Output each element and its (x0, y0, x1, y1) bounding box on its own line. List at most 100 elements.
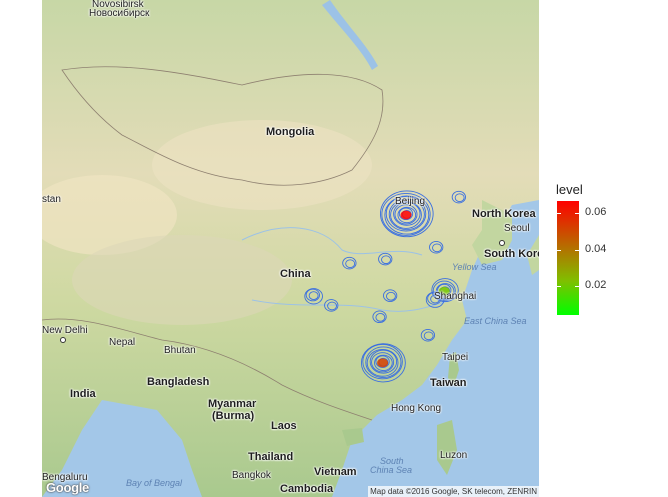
contour-ring (430, 294, 441, 304)
label-edge-stan: stan (42, 194, 61, 205)
legend-title: level (556, 182, 583, 197)
contour-ring (342, 256, 357, 270)
korea-land (472, 200, 512, 265)
tibet-plateau (72, 235, 292, 325)
label-new-delhi: New Delhi (42, 325, 88, 336)
contour-ring (360, 343, 406, 383)
label-hong-kong: Hong Kong (391, 403, 442, 414)
label-east-china-sea: East China Sea (464, 316, 527, 326)
contour-ring (398, 207, 414, 221)
density-contours (304, 190, 466, 383)
legend-label-high: 0.06 (585, 206, 607, 218)
contour-ring (393, 201, 421, 226)
yellow-river (241, 227, 423, 256)
contour-ring (431, 278, 459, 303)
contour-ring (371, 352, 395, 373)
contour-ring (394, 204, 418, 225)
map-canvas[interactable] (42, 0, 539, 497)
label-vietnam: Vietnam (314, 466, 357, 478)
contour-ring (420, 328, 436, 342)
contour-core (438, 286, 450, 296)
contour-ring (429, 240, 444, 254)
contour-ring (435, 283, 455, 300)
taiwan-land (448, 352, 459, 385)
legend-colorbar (557, 201, 579, 315)
contour-cluster-shanghai (431, 278, 459, 303)
label-south-china-sea-1: South (380, 456, 404, 466)
contour-cluster-qingdao (429, 240, 444, 254)
label-bangladesh: Bangladesh (147, 376, 210, 388)
contour-ring (451, 190, 466, 204)
land-mass (42, 0, 539, 497)
contour-core (400, 210, 412, 220)
contour-cluster-hangzhou (425, 291, 445, 308)
label-cambodia: Cambodia (280, 483, 334, 495)
contour-ring (390, 201, 422, 229)
contour-ring (397, 206, 417, 224)
hainan-land (342, 428, 364, 446)
contour-ring (324, 299, 339, 312)
contour-cluster-zhengzhou (378, 252, 393, 266)
contour-ring (423, 331, 434, 341)
contour-ring (362, 343, 403, 380)
contour-cluster-shenyang (451, 190, 466, 204)
label-beijing: Beijing (395, 196, 426, 207)
seoul-dot (499, 240, 505, 246)
contour-ring (372, 310, 387, 324)
contour-ring (388, 198, 425, 231)
lake-baikal (322, 0, 378, 70)
contour-ring (378, 252, 393, 266)
map-attribution[interactable]: Map data ©2016 Google, SK telecom, ZENRI… (368, 486, 539, 497)
label-india: India (70, 388, 96, 400)
label-taipei: Taipei (442, 352, 469, 363)
contour-cluster-fuzhou (420, 328, 436, 342)
label-china: China (280, 268, 311, 280)
contour-cluster-xi-an (342, 256, 357, 270)
contour-core (377, 358, 389, 368)
contour-cluster-beijing (380, 190, 434, 238)
contour-ring (386, 291, 396, 301)
border-china-south (42, 318, 373, 421)
contour-ring (345, 259, 356, 269)
label-myanmar: Myanmar (208, 398, 257, 410)
label-bengaluru: Bengaluru (42, 472, 88, 483)
contour-ring (366, 348, 399, 377)
contour-ring (380, 190, 434, 238)
label-myanmar-alt: (Burma) (212, 410, 255, 422)
contour-ring (427, 292, 442, 305)
label-bhutan: Bhutan (164, 345, 196, 356)
contour-ring (425, 291, 445, 308)
map-panel[interactable]: Novosibirsk Новосибирск Mongolia China N… (42, 0, 539, 497)
contour-ring (384, 195, 430, 235)
contour-cluster-guangzhou (360, 343, 406, 383)
label-nepal: Nepal (109, 337, 136, 348)
gobi-desert (152, 120, 372, 210)
label-taiwan: Taiwan (430, 377, 467, 389)
label-bangkok: Bangkok (232, 470, 271, 481)
google-logo: Google (46, 480, 89, 495)
contour-ring (374, 354, 393, 371)
contour-cluster-wuhan (383, 289, 398, 302)
contour-ring (432, 243, 442, 253)
new-delhi-dot (60, 337, 66, 343)
label-mongolia: Mongolia (266, 126, 315, 138)
label-seoul: Seoul (504, 223, 530, 234)
contour-ring (385, 196, 427, 232)
level-legend: level 0.06 0.04 0.02 (556, 182, 666, 322)
label-yellow-sea: Yellow Sea (452, 262, 497, 272)
contour-ring (304, 288, 323, 305)
contour-ring (369, 349, 398, 374)
legend-label-mid: 0.04 (585, 243, 607, 255)
label-south-korea: South Korea (484, 248, 539, 260)
label-south-china-sea-2: China Sea (370, 465, 413, 475)
border-mongolia (61, 66, 384, 186)
contour-ring (375, 355, 390, 368)
japan-land (527, 235, 539, 275)
contour-cluster-changsha (372, 310, 387, 324)
label-luzon: Luzon (440, 450, 468, 461)
contour-cluster-chengdu (304, 288, 323, 305)
contour-ring (305, 288, 320, 302)
contour-ring (308, 291, 319, 300)
contour-ring (383, 289, 398, 302)
contour-ring (454, 193, 465, 203)
